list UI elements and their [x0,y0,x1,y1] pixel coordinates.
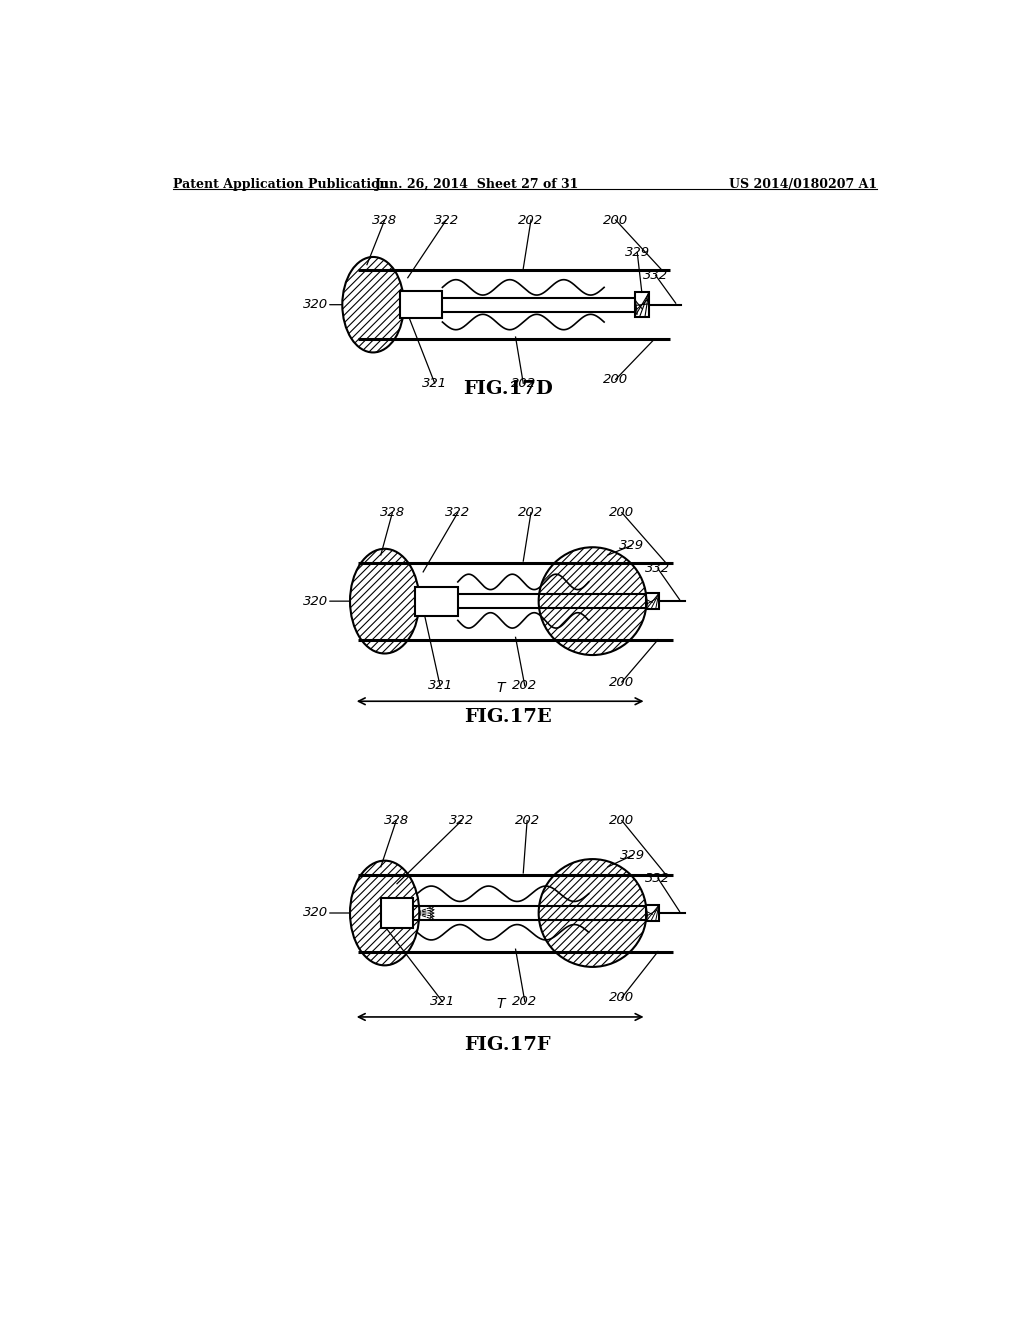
Text: 202: 202 [518,214,544,227]
Text: 202: 202 [512,680,538,693]
Ellipse shape [350,861,419,965]
Text: 322: 322 [450,814,474,828]
Ellipse shape [342,257,403,352]
Bar [635,293,649,317]
Text: 328: 328 [380,506,404,519]
Bar [381,899,413,928]
Bar [646,906,658,921]
Text: 200: 200 [609,506,635,519]
Text: 322: 322 [445,506,470,519]
Text: 202: 202 [512,995,538,1008]
Text: 321: 321 [428,680,453,693]
Text: FIG.17F: FIG.17F [465,1036,551,1055]
Text: 200: 200 [609,676,635,689]
Bar [646,594,658,609]
Bar [416,586,458,615]
Text: 329: 329 [625,246,650,259]
Text: 200: 200 [603,372,628,385]
Text: T: T [496,681,505,696]
Text: T: T [496,997,505,1011]
Ellipse shape [539,548,646,655]
Text: FIG.17E: FIG.17E [464,708,552,726]
Text: 321: 321 [430,995,455,1008]
Text: 332: 332 [643,269,669,282]
Text: 320: 320 [303,907,329,920]
Text: 320: 320 [303,298,329,312]
Text: 200: 200 [603,214,628,227]
Ellipse shape [539,859,646,966]
Text: 200: 200 [609,814,635,828]
Text: 328: 328 [384,814,409,828]
Text: 332: 332 [645,562,671,576]
Text: Patent Application Publication: Patent Application Publication [173,178,388,190]
Text: 202: 202 [518,506,544,519]
Text: 332: 332 [645,871,671,884]
Text: 200: 200 [609,991,635,1005]
Text: 329: 329 [618,539,644,552]
Text: 320: 320 [303,594,329,607]
Text: 322: 322 [434,214,459,227]
Text: US 2014/0180207 A1: US 2014/0180207 A1 [729,178,878,190]
Text: 202: 202 [511,376,536,389]
Text: 321: 321 [422,376,447,389]
Text: 202: 202 [514,814,540,828]
Ellipse shape [350,549,419,653]
Bar [400,292,442,318]
Text: 328: 328 [372,214,397,227]
Text: Jun. 26, 2014  Sheet 27 of 31: Jun. 26, 2014 Sheet 27 of 31 [375,178,580,190]
Text: FIG.17D: FIG.17D [463,380,553,399]
Text: 329: 329 [621,849,645,862]
